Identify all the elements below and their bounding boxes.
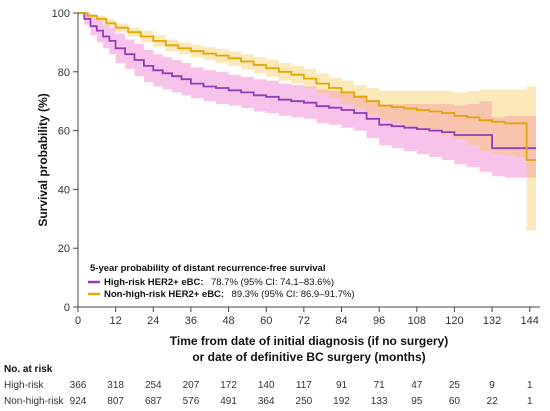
y-tick-label-20: 20 (58, 243, 70, 255)
risk-count-high-risk-0: 366 (70, 380, 87, 391)
x-tick-label-132: 132 (483, 315, 501, 327)
risk-count-non-high-risk-72: 250 (296, 396, 313, 407)
risk-count-high-risk-48: 172 (220, 380, 237, 391)
x-tick-label-120: 120 (445, 315, 463, 327)
legend: 5-year probability of distant recurrence… (88, 263, 355, 301)
ci-band-non-high-risk (78, 13, 536, 231)
survival-curves (78, 12, 536, 161)
risk-count-non-high-risk-96: 133 (371, 396, 388, 407)
risk-count-high-risk-84: 91 (336, 380, 348, 391)
risk-table-title: No. at risk (4, 364, 53, 375)
survival-curve-high-risk (78, 12, 536, 150)
risk-count-non-high-risk-144: 1 (527, 396, 533, 407)
y-tick-label-100: 100 (52, 8, 70, 20)
x-axis-title-line2: or date of definitive BC surgery (months… (192, 350, 425, 364)
axes (77, 13, 540, 308)
legend-entry-high-risk: High-risk HER2+ eBC: 78.7% (95% CI: 74.1… (104, 272, 334, 289)
risk-row-label-non-high-risk: Non-high-risk (4, 396, 64, 407)
legend-name-non-high-risk: Non-high-risk HER2+ eBC: (104, 289, 224, 300)
risk-count-non-high-risk-84: 192 (333, 396, 350, 407)
legend-detail-non-high-risk: 89.3% (95% CI: 86.9–91.7%) (232, 289, 355, 300)
x-tick-label-144: 144 (521, 315, 539, 327)
y-axis-title: Survival probability (%) (36, 93, 50, 226)
x-tick-label-72: 72 (298, 315, 310, 327)
risk-count-high-risk-72: 117 (296, 380, 312, 391)
x-tick-label-48: 48 (222, 315, 234, 327)
legend-detail-high-risk: 78.7% (95% CI: 74.1–83.6%) (211, 277, 334, 288)
y-tick-label-0: 0 (64, 302, 70, 314)
x-tick-label-0: 0 (75, 315, 81, 327)
x-axis-title-line1: Time from date of initial diagnosis (if … (170, 334, 448, 348)
risk-count-non-high-risk-48: 491 (220, 396, 237, 407)
survival-curve-non-high-risk (78, 12, 536, 161)
x-tick-label-108: 108 (408, 315, 426, 327)
x-tick-label-84: 84 (335, 315, 347, 327)
risk-count-non-high-risk-60: 364 (258, 396, 275, 407)
risk-count-high-risk-12: 318 (107, 380, 124, 391)
risk-count-non-high-risk-120: 60 (449, 396, 461, 407)
risk-count-high-risk-96: 71 (374, 380, 386, 391)
x-tick-label-36: 36 (185, 315, 197, 327)
x-ticks: 0 12 24 36 48 60 72 84 96 108 120 132 144 (75, 307, 539, 327)
x-tick-label-60: 60 (260, 315, 272, 327)
x-tick-label-24: 24 (147, 315, 159, 327)
legend-name-high-risk: High-risk HER2+ eBC: (104, 277, 204, 288)
risk-count-non-high-risk-12: 807 (107, 396, 124, 407)
x-tick-label-96: 96 (373, 315, 385, 327)
risk-table: No. at risk High-risk Non-high-risk 366 3… (4, 364, 533, 407)
x-tick-label-12: 12 (110, 315, 122, 327)
risk-count-high-risk-144: 1 (527, 380, 533, 391)
risk-count-high-risk-108: 47 (411, 380, 423, 391)
risk-count-high-risk-60: 140 (258, 380, 275, 391)
y-tick-label-60: 60 (58, 126, 70, 138)
legend-entry-non-high-risk: Non-high-risk HER2+ eBC: 89.3% (95% CI: … (104, 284, 355, 301)
confidence-bands (78, 13, 536, 231)
risk-count-high-risk-132: 9 (489, 380, 495, 391)
y-tick-label-80: 80 (58, 67, 70, 79)
risk-count-high-risk-120: 25 (449, 380, 461, 391)
risk-count-high-risk-36: 207 (183, 380, 200, 391)
risk-count-high-risk-24: 254 (145, 380, 162, 391)
risk-count-non-high-risk-0: 924 (70, 396, 87, 407)
y-ticks: 0 20 40 60 80 100 (52, 8, 78, 314)
legend-title: 5-year probability of distant recurrence… (90, 263, 325, 274)
risk-count-non-high-risk-36: 576 (183, 396, 200, 407)
ci-band-high-risk (78, 13, 536, 178)
risk-count-non-high-risk-132: 22 (487, 396, 499, 407)
risk-count-non-high-risk-24: 687 (145, 396, 162, 407)
risk-count-non-high-risk-108: 95 (411, 396, 423, 407)
y-tick-label-40: 40 (58, 184, 70, 196)
risk-row-label-high-risk: High-risk (4, 380, 44, 391)
